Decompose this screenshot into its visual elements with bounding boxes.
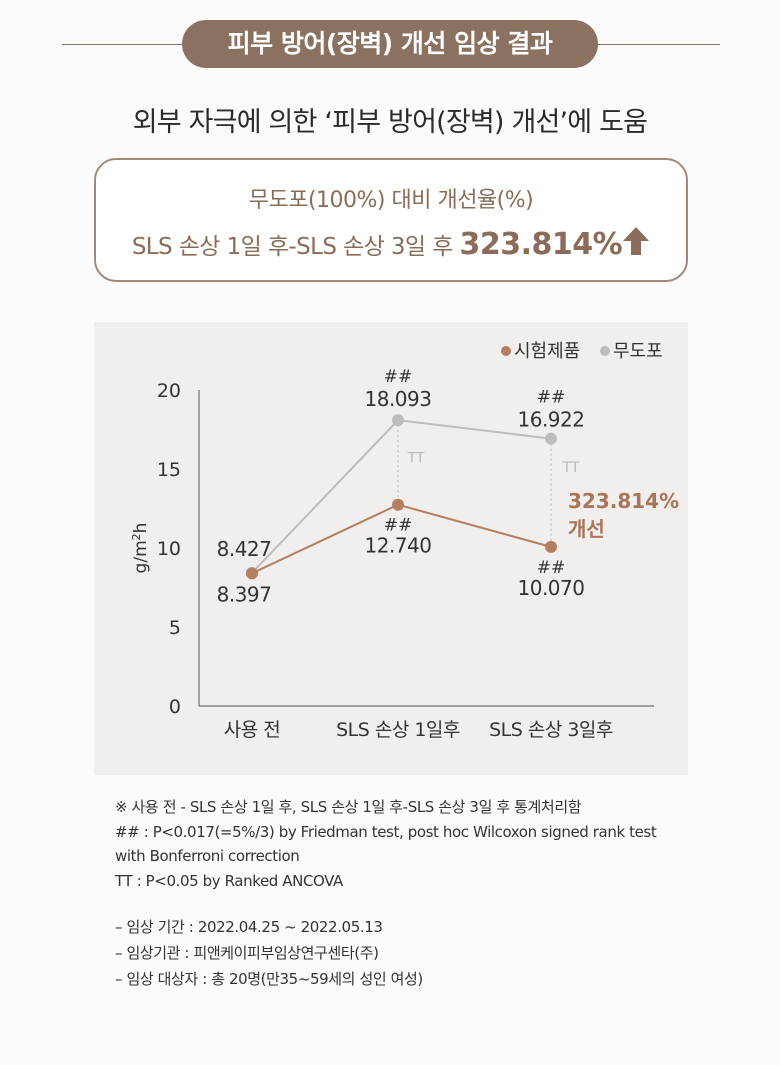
y-tick-label: 5: [169, 617, 181, 639]
y-tick-label: 10: [157, 538, 181, 560]
tt-marker: TT: [407, 451, 425, 467]
data-label-brown: 12.740: [365, 534, 432, 558]
significance-marker: ##: [384, 367, 413, 387]
improvement-annotation-label: 개선: [568, 517, 605, 541]
statistical-notes: ※ 사용 전 - SLS 손상 1일 후, SLS 손상 1일 후-SLS 손상…: [115, 795, 715, 893]
significance-marker: ##: [537, 558, 566, 578]
data-label-gray: 16.922: [518, 408, 585, 432]
study-institution: – 임상기관 : 피앤케이피부임상연구센타(주): [115, 944, 379, 962]
line-chart: 0 5 10 15 20 g/m2h 사용 전 SLS 손상 1일후 SLS 손상 3일후 TT T…: [130, 341, 679, 741]
page-title: 피부 방어(장벽) 개선 임상 결과: [182, 20, 598, 68]
data-point-brown: [246, 567, 258, 580]
data-point-gray: [545, 432, 557, 445]
note-line: with Bonferroni correction: [115, 847, 300, 865]
note-line: ※ 사용 전 - SLS 손상 1일 후, SLS 손상 1일 후-SLS 손상…: [115, 798, 582, 816]
summary-box: 무도포(100%) 대비 개선율(%) SLS 손상 1일 후-SLS 손상 3…: [94, 158, 688, 282]
legend-label-test: 시험제품: [514, 341, 580, 362]
note-line: TT : P<0.05 by Ranked ANCOVA: [115, 871, 343, 890]
legend-marker-control: [600, 346, 610, 356]
x-tick-label: SLS 손상 1일후: [336, 719, 460, 741]
title-banner: 피부 방어(장벽) 개선 임상 결과: [0, 20, 780, 70]
legend-label-control: 무도포: [613, 341, 663, 362]
up-arrow-icon: [623, 227, 650, 255]
significance-marker: ##: [384, 516, 413, 536]
summary-result: SLS 손상 1일 후-SLS 손상 3일 후 323.814%: [96, 226, 686, 262]
summary-caption: 무도포(100%) 대비 개선율(%): [248, 188, 534, 213]
significance-marker: ##: [537, 388, 566, 408]
note-line: ## : P<0.017(=5%/3) by Friedman test, po…: [115, 822, 657, 841]
y-tick-label: 0: [169, 696, 181, 718]
legend-marker-test: [501, 346, 511, 356]
x-tick-label: 사용 전: [224, 719, 280, 741]
page-subtitle: 외부 자극에 의한 ‘피부 방어(장벽) 개선’에 도움: [132, 107, 648, 138]
study-subjects: – 임상 대상자 : 총 20명(만35~59세의 성인 여성): [115, 970, 423, 988]
data-label-gray: 8.427: [217, 537, 272, 561]
data-label-brown: 10.070: [518, 576, 585, 600]
y-tick-label: 20: [157, 380, 181, 402]
y-axis-label: g/m2h: [130, 523, 151, 574]
data-label-gray: 18.093: [365, 387, 432, 411]
x-tick-label: SLS 손상 3일후: [489, 719, 613, 741]
chart-panel: 0 5 10 15 20 g/m2h 사용 전 SLS 손상 1일후 SLS 손상 3일후 TT T…: [94, 322, 688, 775]
tt-marker: TT: [562, 460, 580, 476]
data-label-brown: 8.397: [217, 582, 272, 606]
data-point-brown: [545, 540, 557, 553]
study-period: – 임상 기간 : 2022.04.25 ~ 2022.05.13: [115, 918, 383, 936]
summary-period: SLS 손상 1일 후-SLS 손상 3일 후: [131, 234, 454, 260]
title-divider-right: [590, 44, 720, 45]
data-point-brown: [392, 498, 404, 511]
study-info: – 임상 기간 : 2022.04.25 ~ 2022.05.13 – 임상기관…: [115, 914, 423, 992]
data-point-gray: [392, 414, 404, 427]
summary-improvement-value: 323.814%: [459, 227, 623, 262]
improvement-annotation: 323.814%: [568, 489, 679, 513]
y-tick-label: 15: [157, 459, 181, 481]
title-divider-left: [62, 44, 192, 45]
